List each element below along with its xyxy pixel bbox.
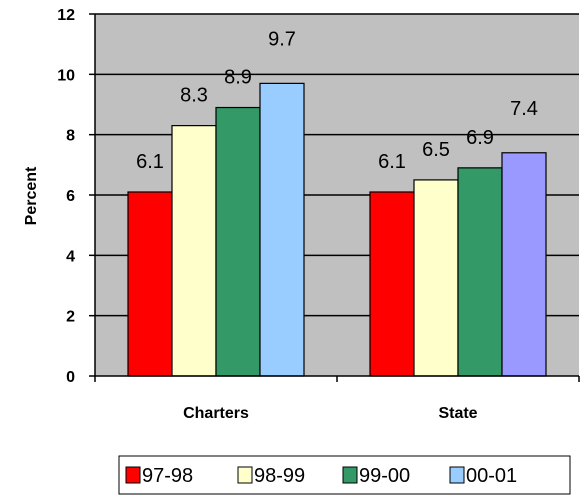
x-axis-ticks — [94, 376, 580, 382]
data-label: 8.9 — [224, 67, 252, 89]
y-tick-label: 10 — [57, 67, 75, 84]
bar-97-98-state — [369, 191, 415, 377]
data-label: 6.9 — [466, 127, 494, 149]
data-label: 6.5 — [422, 139, 450, 161]
y-tick-label: 8 — [66, 128, 75, 145]
data-label: 6.1 — [136, 151, 164, 173]
bar-98-99-charters — [171, 125, 217, 377]
legend-label-99-00: 99-00 — [359, 465, 410, 487]
legend-label-97-98: 97-98 — [142, 465, 193, 487]
category-label-charters: Charters — [183, 405, 249, 422]
legend-swatch-00-01 — [449, 466, 465, 484]
bar-99-00-charters — [215, 106, 261, 377]
y-axis-title: Percent — [23, 166, 40, 225]
y-tick-label: 6 — [66, 188, 75, 205]
category-label-state: State — [438, 405, 477, 422]
data-label: 9.7 — [268, 28, 296, 50]
y-tick-label: 0 — [66, 369, 75, 386]
bars — [127, 82, 547, 377]
data-label: 7.4 — [510, 98, 538, 120]
legend: 97-98 98-99 99-00 00-01 — [118, 455, 571, 495]
legend-box — [118, 455, 571, 495]
bar-00-01-state — [501, 152, 547, 377]
legend-label-98-99: 98-99 — [254, 465, 305, 487]
bar-97-98-charters — [127, 191, 173, 377]
y-tick-label: 2 — [66, 309, 75, 326]
y-axis-ticks: 0 2 4 6 8 10 12 — [57, 7, 95, 386]
y-tick-label: 4 — [66, 248, 75, 265]
data-label: 6.1 — [378, 151, 406, 173]
bar-99-00-state — [457, 167, 503, 377]
data-labels: 6.1 8.3 8.9 9.7 6.1 6.5 6.9 7.4 — [136, 28, 538, 173]
category-labels: Charters State — [183, 405, 478, 422]
legend-swatch-98-99 — [237, 466, 253, 484]
data-label: 8.3 — [180, 85, 208, 107]
legend-label-00-01: 00-01 — [466, 465, 517, 487]
bar-98-99-state — [413, 179, 459, 377]
y-tick-label: 12 — [57, 7, 75, 24]
legend-swatch-97-98 — [125, 466, 141, 484]
bar-00-01-charters — [259, 82, 305, 377]
legend-swatch-99-00 — [342, 466, 358, 484]
